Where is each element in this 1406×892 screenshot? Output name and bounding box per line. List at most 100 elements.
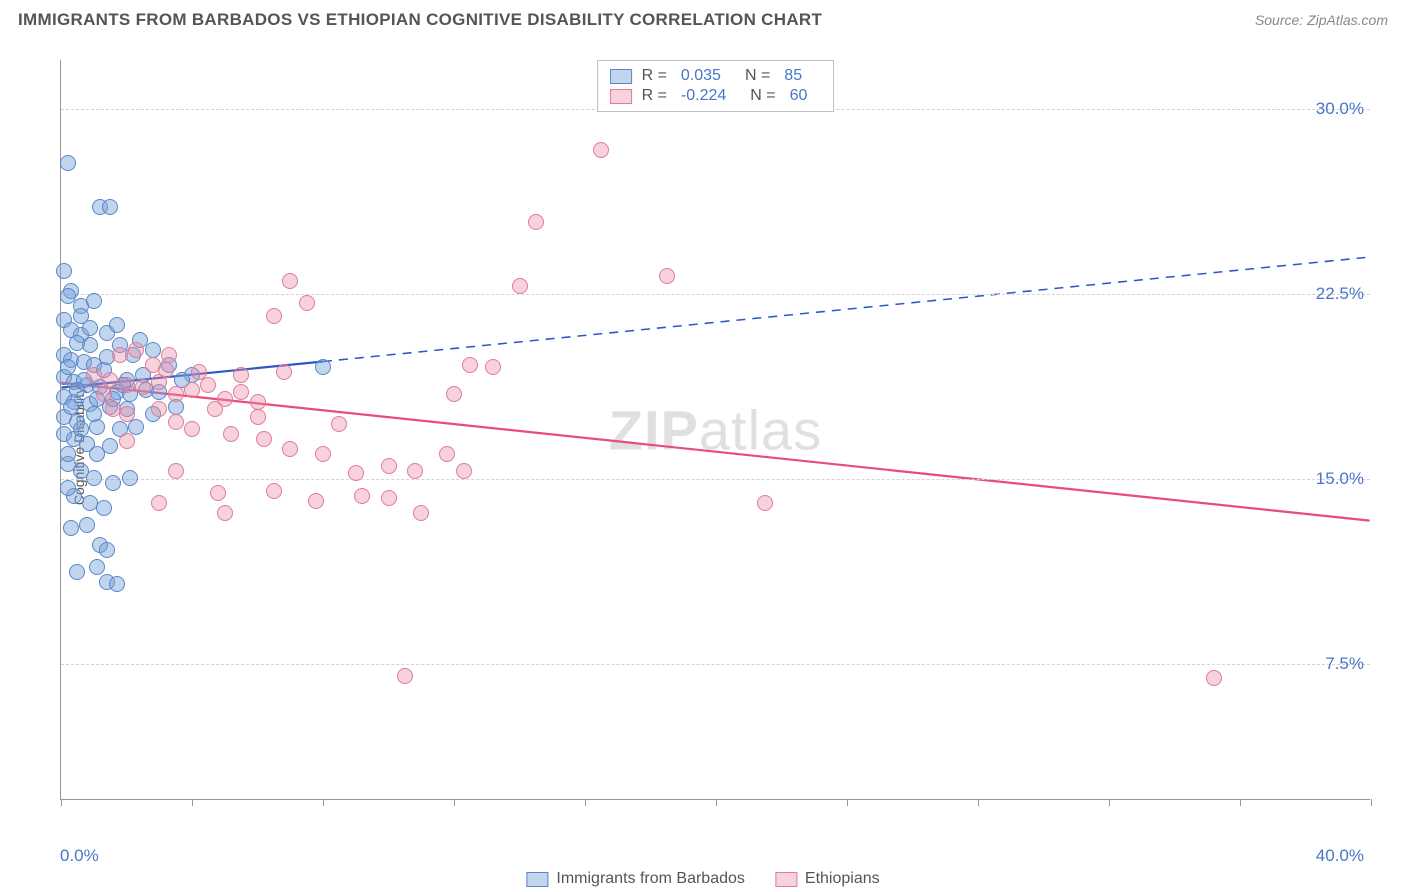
x-tick: [1109, 799, 1110, 806]
data-point-ethiopians: [135, 379, 151, 395]
data-point-barbados: [105, 475, 121, 491]
trend-lines: [61, 60, 1370, 799]
data-point-ethiopians: [407, 463, 423, 479]
stats-legend: R = 0.035 N = 85 R = -0.224 N = 60: [597, 60, 835, 112]
data-point-ethiopians: [276, 364, 292, 380]
x-tick: [716, 799, 717, 806]
n-value-barbados: 85: [784, 67, 802, 85]
data-point-ethiopians: [308, 493, 324, 509]
x-tick: [323, 799, 324, 806]
legend-swatch-ethiopians: [775, 872, 797, 887]
data-point-barbados: [102, 199, 118, 215]
data-point-ethiopians: [593, 142, 609, 158]
data-point-ethiopians: [151, 401, 167, 417]
data-point-barbados: [109, 317, 125, 333]
y-tick-label: 15.0%: [1316, 469, 1364, 489]
legend-item-barbados: Immigrants from Barbados: [526, 870, 745, 888]
series-legend: Immigrants from Barbados Ethiopians: [526, 870, 879, 888]
x-tick: [61, 799, 62, 806]
data-point-ethiopians: [210, 485, 226, 501]
data-point-barbados: [60, 480, 76, 496]
data-point-ethiopians: [168, 463, 184, 479]
n-label-barbados: N =: [745, 67, 770, 85]
data-point-ethiopians: [250, 409, 266, 425]
data-point-ethiopians: [348, 465, 364, 481]
data-point-ethiopians: [659, 268, 675, 284]
stats-row-barbados: R = 0.035 N = 85: [610, 66, 822, 86]
data-point-ethiopians: [462, 357, 478, 373]
gridline: [61, 479, 1370, 480]
data-point-ethiopians: [315, 446, 331, 462]
r-label-barbados: R =: [642, 67, 667, 85]
data-point-barbados: [63, 520, 79, 536]
data-point-ethiopians: [119, 377, 135, 393]
data-point-ethiopians: [456, 463, 472, 479]
data-point-ethiopians: [354, 488, 370, 504]
legend-swatch-barbados: [526, 872, 548, 887]
x-tick: [1240, 799, 1241, 806]
legend-label-barbados: Immigrants from Barbados: [556, 870, 745, 888]
y-tick-label: 7.5%: [1325, 654, 1364, 674]
data-point-ethiopians: [282, 441, 298, 457]
data-point-ethiopians: [151, 495, 167, 511]
data-point-ethiopians: [223, 426, 239, 442]
data-point-barbados: [60, 155, 76, 171]
data-point-barbados: [60, 359, 76, 375]
chart-container: ZIPatlas R = 0.035 N = 85 R = -0.224 N =…: [50, 60, 1380, 830]
data-point-ethiopians: [233, 367, 249, 383]
data-point-ethiopians: [331, 416, 347, 432]
gridline: [61, 294, 1370, 295]
data-point-ethiopians: [119, 433, 135, 449]
data-point-ethiopians: [266, 308, 282, 324]
data-point-barbados: [56, 263, 72, 279]
legend-item-ethiopians: Ethiopians: [775, 870, 880, 888]
data-point-barbados: [69, 382, 85, 398]
data-point-ethiopians: [381, 490, 397, 506]
data-point-ethiopians: [256, 431, 272, 447]
data-point-barbados: [89, 559, 105, 575]
watermark-light: atlas: [699, 398, 822, 461]
x-tick: [454, 799, 455, 806]
data-point-ethiopians: [282, 273, 298, 289]
data-point-barbados: [73, 421, 89, 437]
r-value-barbados: 0.035: [681, 67, 721, 85]
data-point-ethiopians: [446, 386, 462, 402]
data-point-barbados: [69, 335, 85, 351]
data-point-barbados: [145, 342, 161, 358]
data-point-barbados: [79, 517, 95, 533]
data-point-ethiopians: [102, 372, 118, 388]
legend-label-ethiopians: Ethiopians: [805, 870, 880, 888]
data-point-barbados: [89, 446, 105, 462]
x-axis-min-label: 0.0%: [60, 846, 99, 866]
x-tick: [192, 799, 193, 806]
data-point-ethiopians: [413, 505, 429, 521]
data-point-barbados: [60, 446, 76, 462]
stats-row-ethiopians: R = -0.224 N = 60: [610, 86, 822, 106]
data-point-ethiopians: [757, 495, 773, 511]
source-label: Source: ZipAtlas.com: [1255, 12, 1388, 28]
x-tick: [1371, 799, 1372, 806]
data-point-ethiopians: [250, 394, 266, 410]
data-point-barbados: [63, 399, 79, 415]
data-point-ethiopians: [184, 382, 200, 398]
data-point-barbados: [99, 542, 115, 558]
data-point-ethiopians: [233, 384, 249, 400]
chart-title: IMMIGRANTS FROM BARBADOS VS ETHIOPIAN CO…: [18, 10, 822, 30]
x-tick: [585, 799, 586, 806]
data-point-ethiopians: [128, 342, 144, 358]
swatch-barbados: [610, 69, 632, 84]
data-point-ethiopians: [381, 458, 397, 474]
data-point-barbados: [86, 293, 102, 309]
data-point-ethiopians: [439, 446, 455, 462]
data-point-ethiopians: [112, 347, 128, 363]
n-value-ethiopians: 60: [790, 87, 808, 105]
data-point-barbados: [96, 500, 112, 516]
watermark: ZIPatlas: [609, 397, 822, 462]
data-point-barbados: [315, 359, 331, 375]
data-point-ethiopians: [528, 214, 544, 230]
x-tick: [978, 799, 979, 806]
data-point-ethiopians: [161, 347, 177, 363]
data-point-ethiopians: [266, 483, 282, 499]
n-label-ethiopians: N =: [750, 87, 775, 105]
data-point-ethiopians: [86, 367, 102, 383]
